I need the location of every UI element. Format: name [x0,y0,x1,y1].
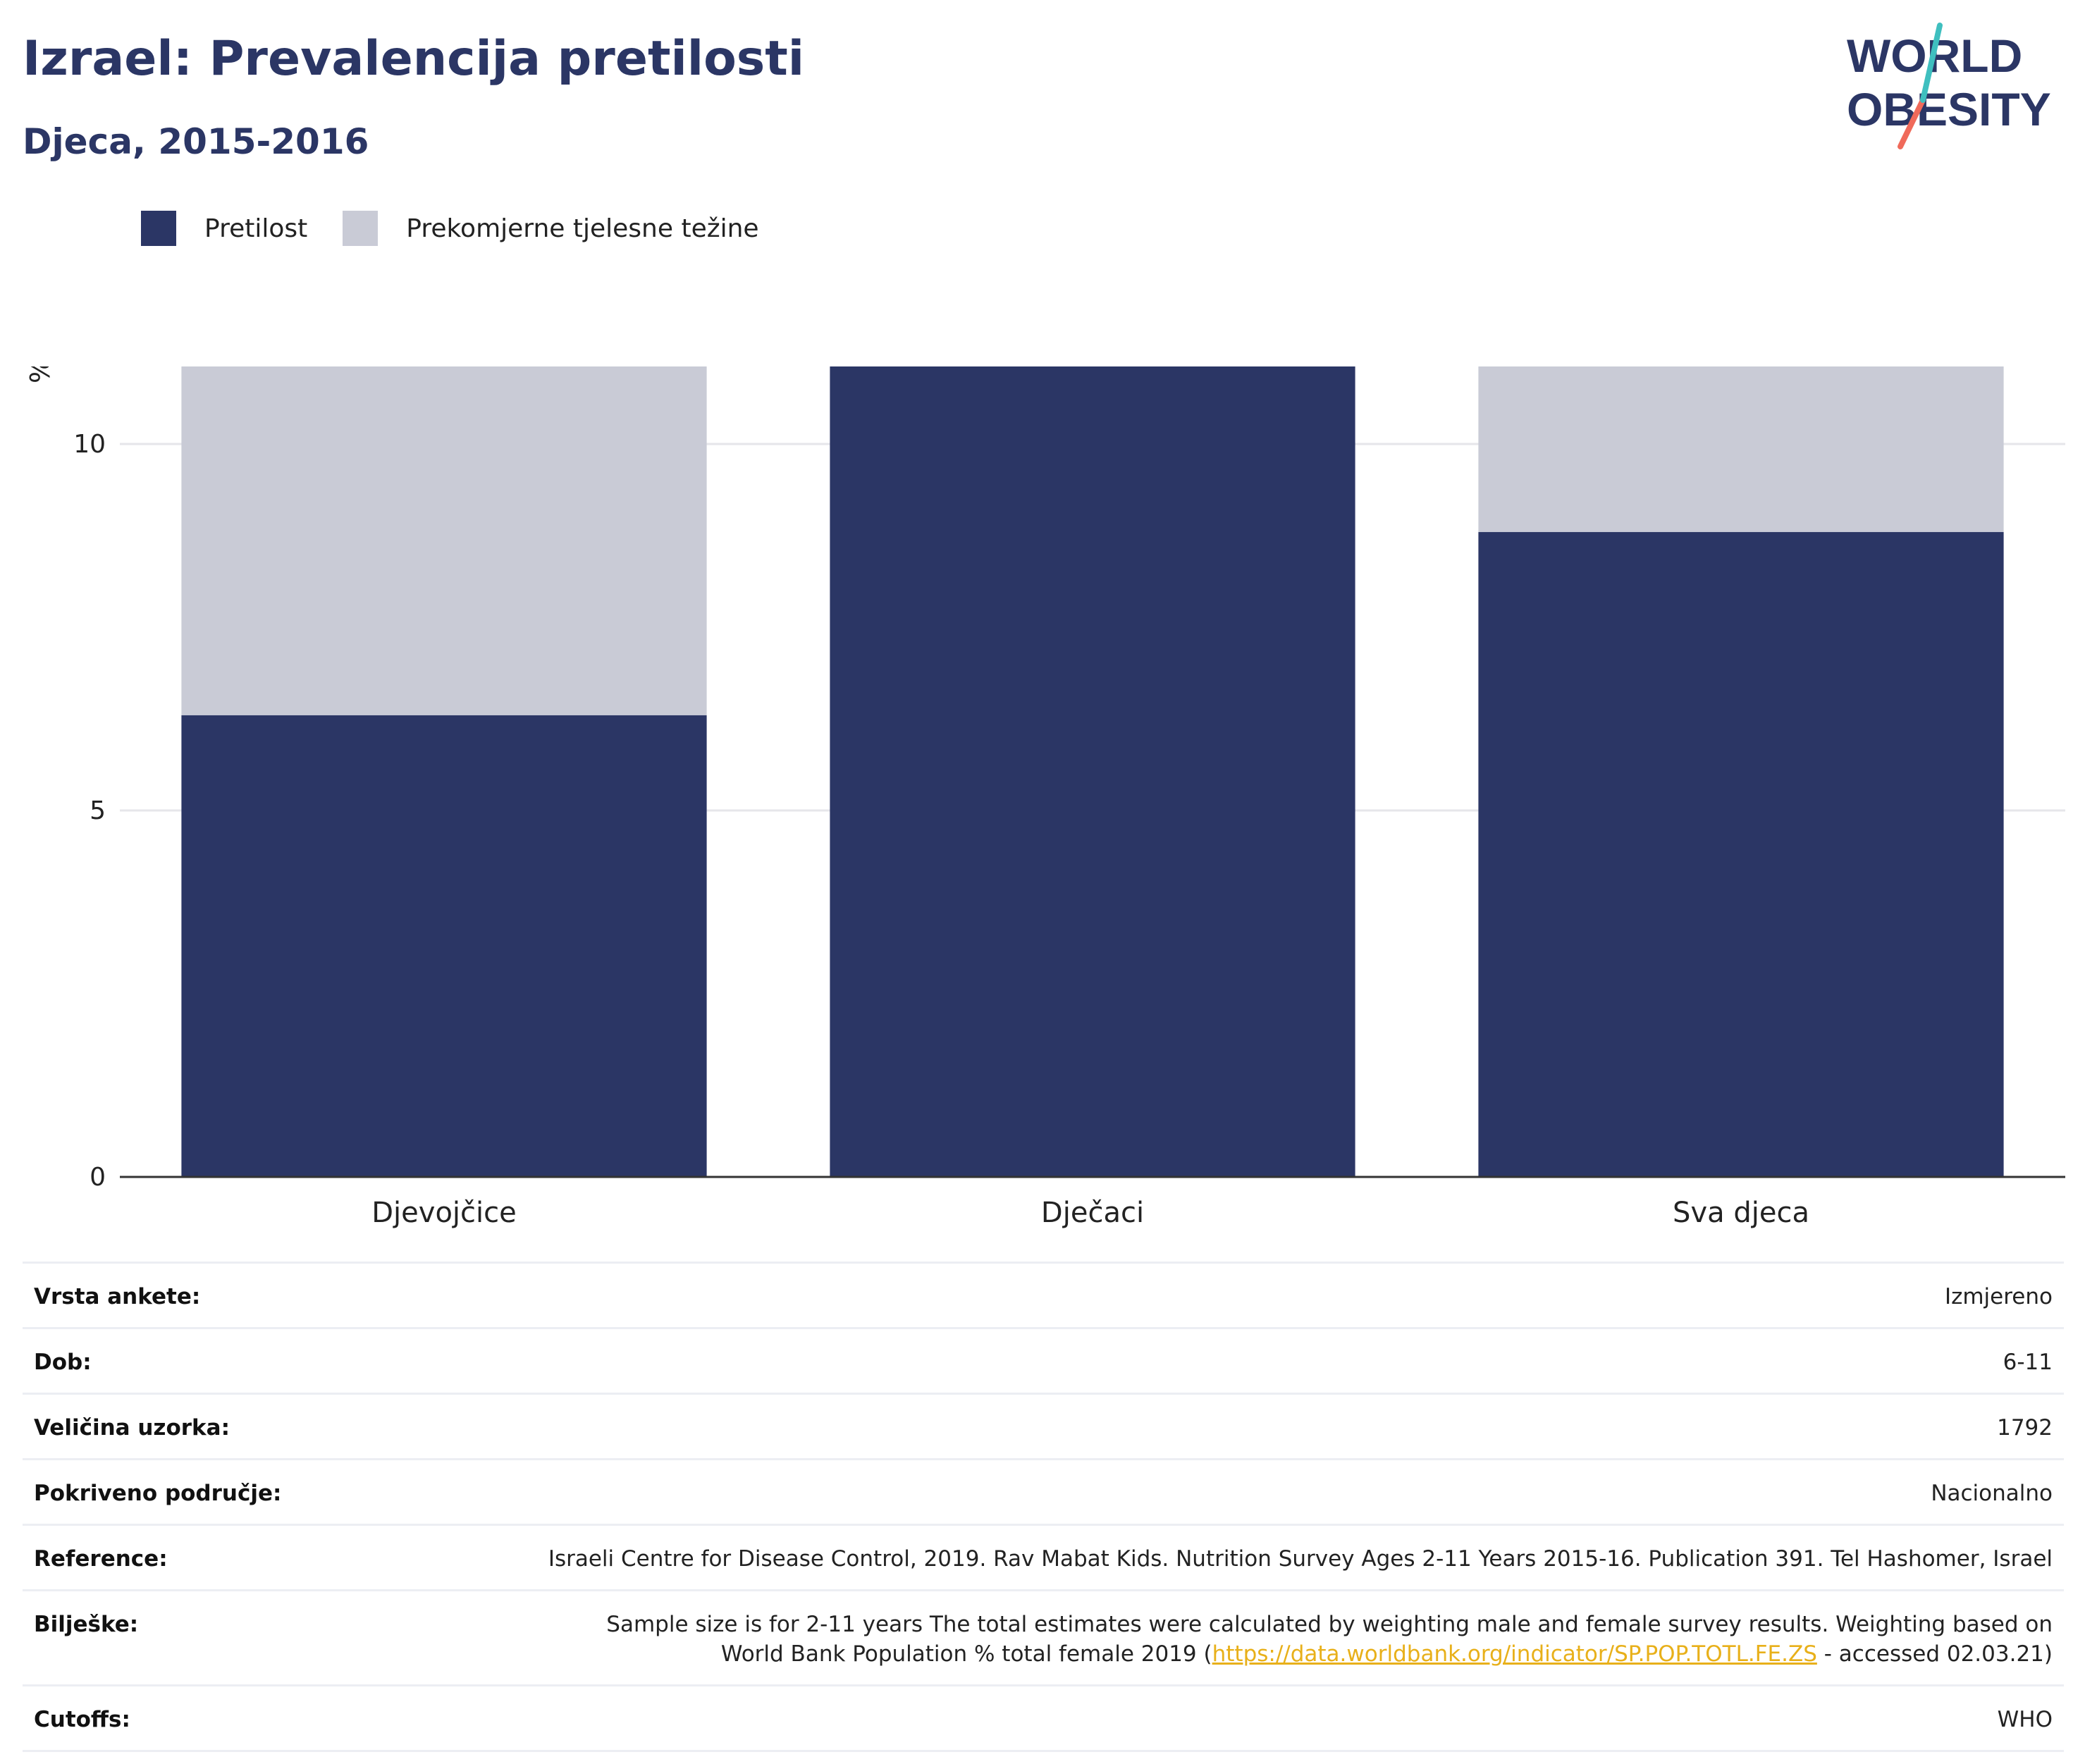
info-label: Cutoffs: [34,1707,130,1732]
chart-subtitle: Djeca, 2015-2016 [23,121,369,162]
svg-text:OBESITY: OBESITY [1847,83,2051,135]
x-tick-label: Dječaci [1041,1197,1144,1229]
bar-obesity [1478,531,2004,1177]
info-value: WHO [1997,1707,2053,1732]
info-value: Sample size is for 2-11 years The total … [537,1610,2053,1669]
info-row-coverage: Pokriveno područje: Nacionalno [23,1458,2064,1524]
y-axis-label: % [25,366,56,383]
legend-label-obesity: Pretilost [204,214,308,243]
survey-info-table: Vrsta ankete: Izmjereno Dob: 6-11 Veliči… [23,1262,2064,1752]
info-value: 1792 [1997,1415,2053,1441]
notes-text-end: - accessed 02.03.21) [1816,1641,2053,1667]
info-value: Israeli Centre for Disease Control, 2019… [548,1546,2053,1572]
y-tick-label: 0 [90,1163,106,1192]
info-value: 6-11 [2003,1350,2053,1375]
worldbank-link[interactable]: https://data.worldbank.org/indicator/SP.… [1212,1641,1817,1667]
info-value: Nacionalno [1931,1481,2053,1506]
legend-item-obesity[interactable]: Pretilost [141,211,307,246]
legend-item-overweight[interactable]: Prekomjerne tjelesne težine [343,211,759,246]
bar-obesity [181,715,707,1177]
info-row-cutoffs: Cutoffs: WHO [23,1684,2064,1752]
bar-overweight [181,366,707,715]
world-obesity-logo: WORLD OBESITY [1847,23,2051,149]
x-tick-label: Sva djeca [1673,1197,1809,1229]
legend-swatch-obesity [141,211,176,246]
info-label: Bilješke: [34,1612,139,1637]
y-tick-label: 5 [90,796,106,825]
bar-obesity [830,366,1355,1177]
y-tick-label: 10 [73,430,106,459]
legend-label-overweight: Prekomjerne tjelesne težine [406,214,759,243]
info-row-notes: Bilješke: Sample size is for 2-11 years … [23,1589,2064,1684]
info-row-survey-type: Vrsta ankete: Izmjereno [23,1262,2064,1327]
bar-overweight [1478,366,2004,532]
info-label: Dob: [34,1350,92,1375]
info-row-references: Reference: Israeli Centre for Disease Co… [23,1524,2064,1589]
chart-title: Izrael: Prevalencija pretilosti [23,31,805,87]
info-row-age: Dob: 6-11 [23,1327,2064,1393]
info-label: Vrsta ankete: [34,1284,201,1309]
notes-text: Sample size is for 2-11 years The total … [606,1612,2053,1667]
legend-swatch-overweight [343,211,379,246]
info-value: Izmjereno [1944,1284,2053,1309]
chart-legend: Pretilost Prekomjerne tjelesne težine [141,209,794,248]
info-label: Veličina uzorka: [34,1415,230,1441]
info-label: Reference: [34,1546,168,1572]
info-row-sample-size: Veličina uzorka: 1792 [23,1393,2064,1458]
info-label: Pokriveno područje: [34,1481,282,1506]
x-tick-label: Djevojčice [371,1197,517,1229]
